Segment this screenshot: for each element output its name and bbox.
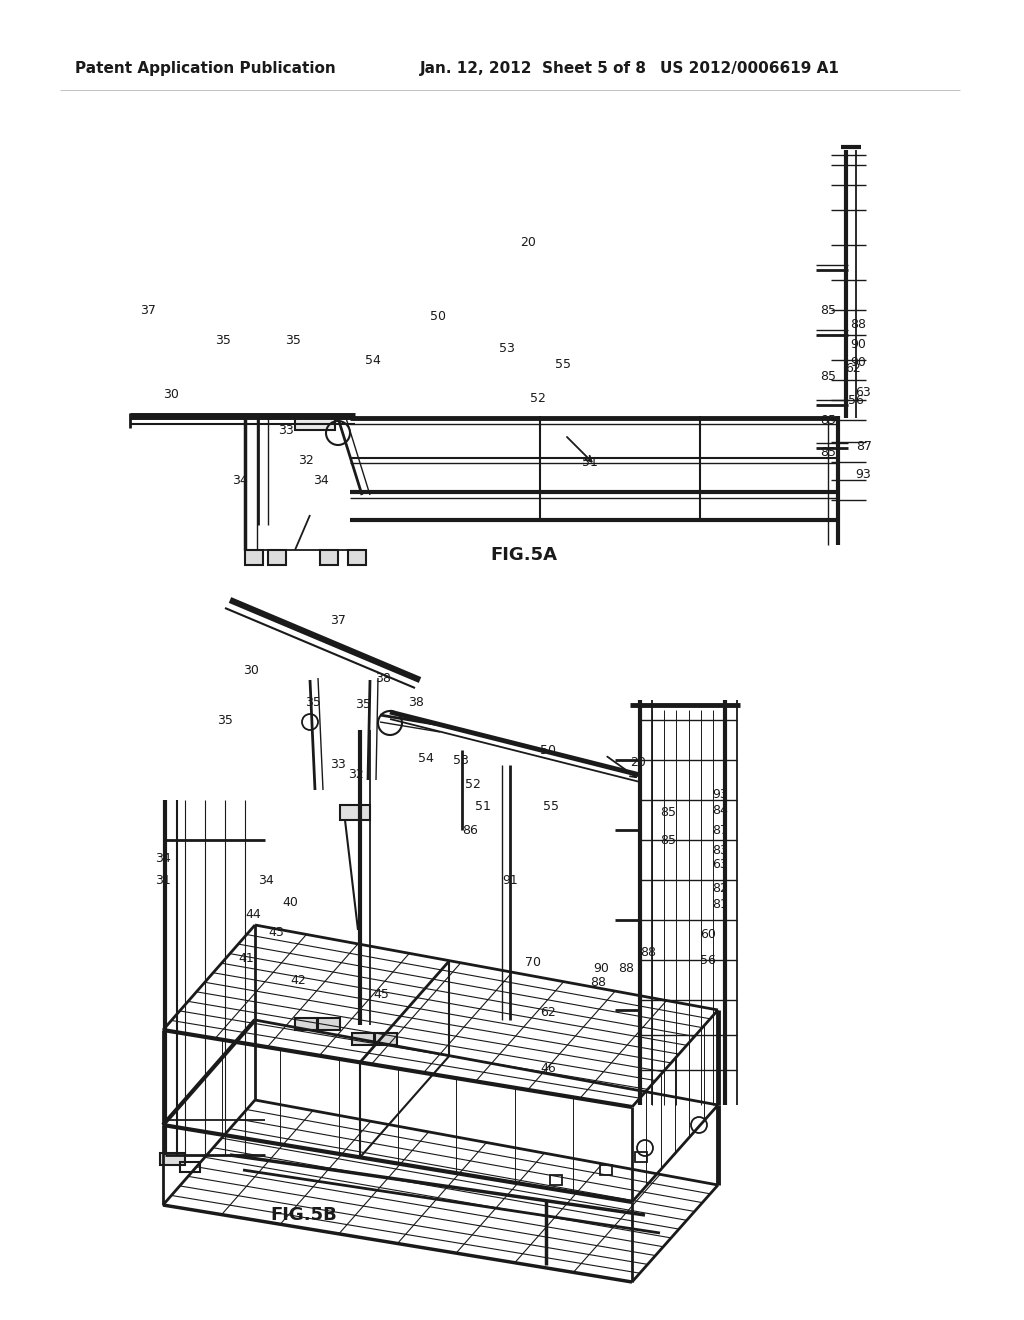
Text: 63: 63 [855, 385, 870, 399]
Text: 53: 53 [453, 754, 469, 767]
Text: 51: 51 [475, 800, 490, 813]
Text: 55: 55 [555, 359, 571, 371]
Bar [352, 1034, 374, 1045]
Text: FIG.5B: FIG.5B [270, 1206, 337, 1224]
Text: 34: 34 [232, 474, 248, 487]
Text: US 2012/0006619 A1: US 2012/0006619 A1 [660, 61, 839, 75]
Text: 20: 20 [520, 235, 536, 248]
Text: 34: 34 [258, 874, 273, 887]
Text: 84: 84 [712, 804, 728, 817]
Text: 90: 90 [850, 355, 866, 368]
Bar [268, 550, 286, 565]
Text: 83: 83 [712, 843, 728, 857]
Text: 85: 85 [820, 371, 836, 384]
Text: 51: 51 [582, 457, 598, 470]
Text: 31: 31 [155, 874, 171, 887]
Text: 85: 85 [660, 833, 676, 846]
Text: 30: 30 [163, 388, 179, 401]
Bar [295, 1018, 317, 1030]
Text: 38: 38 [408, 696, 424, 709]
Text: 34: 34 [155, 851, 171, 865]
Text: Jan. 12, 2012  Sheet 5 of 8: Jan. 12, 2012 Sheet 5 of 8 [420, 61, 647, 75]
Text: 88: 88 [618, 961, 634, 974]
Text: 85: 85 [660, 805, 676, 818]
Text: 35: 35 [305, 696, 321, 709]
Text: 93: 93 [855, 469, 870, 482]
Bar [295, 416, 335, 430]
Bar [319, 550, 338, 565]
Text: 50: 50 [430, 310, 446, 323]
Text: 88: 88 [640, 945, 656, 958]
Text: 42: 42 [290, 974, 306, 986]
Text: 55: 55 [543, 800, 559, 813]
Text: 37: 37 [140, 304, 156, 317]
Text: 63: 63 [712, 858, 728, 871]
Text: 35: 35 [355, 698, 371, 711]
Text: 82: 82 [712, 882, 728, 895]
Text: 35: 35 [215, 334, 230, 346]
Text: 44: 44 [245, 908, 261, 921]
Text: 88: 88 [850, 318, 866, 331]
Text: 46: 46 [540, 1061, 556, 1074]
Text: 90: 90 [850, 338, 866, 351]
Text: 87: 87 [856, 441, 872, 454]
Bar [160, 1152, 185, 1166]
Text: 81: 81 [712, 899, 728, 912]
Bar [600, 1166, 612, 1175]
Text: 38: 38 [375, 672, 391, 685]
Text: 33: 33 [330, 758, 346, 771]
Text: 34: 34 [313, 474, 329, 487]
Text: 33: 33 [278, 424, 294, 437]
Text: 50: 50 [540, 743, 556, 756]
Bar [635, 1152, 647, 1162]
Bar [180, 1162, 200, 1172]
Text: 54: 54 [418, 751, 434, 764]
Text: 85: 85 [820, 413, 836, 426]
Text: 87: 87 [712, 824, 728, 837]
Text: 20: 20 [630, 755, 646, 768]
Text: 37: 37 [330, 614, 346, 627]
Text: 62: 62 [845, 362, 861, 375]
Bar [318, 1018, 340, 1030]
Text: 86: 86 [462, 824, 478, 837]
Text: 41: 41 [238, 952, 254, 965]
Text: 60: 60 [700, 928, 716, 941]
Text: 90: 90 [593, 961, 609, 974]
Text: 32: 32 [348, 768, 364, 781]
Bar [348, 550, 366, 565]
Text: Patent Application Publication: Patent Application Publication [75, 61, 336, 75]
Text: 32: 32 [298, 454, 313, 466]
Bar [245, 550, 263, 565]
Text: 53: 53 [499, 342, 515, 355]
Text: 40: 40 [282, 895, 298, 908]
Text: 45: 45 [373, 989, 389, 1002]
Text: 43: 43 [268, 925, 284, 939]
Text: 91: 91 [502, 874, 518, 887]
Text: 52: 52 [530, 392, 546, 404]
Text: 62: 62 [540, 1006, 556, 1019]
Text: 85: 85 [820, 446, 836, 458]
Text: 54: 54 [365, 354, 381, 367]
Bar [375, 1034, 397, 1045]
Text: 88: 88 [590, 975, 606, 989]
Text: 56: 56 [700, 953, 716, 966]
Text: FIG.5A: FIG.5A [490, 546, 557, 564]
Text: 35: 35 [217, 714, 232, 726]
Text: 85: 85 [820, 304, 836, 317]
Bar [550, 1175, 562, 1185]
Text: 93: 93 [712, 788, 728, 801]
Text: 35: 35 [285, 334, 301, 346]
Text: 70: 70 [525, 956, 541, 969]
Text: 56: 56 [848, 393, 864, 407]
Text: 30: 30 [243, 664, 259, 676]
Bar [340, 805, 370, 820]
Text: 52: 52 [465, 779, 481, 792]
